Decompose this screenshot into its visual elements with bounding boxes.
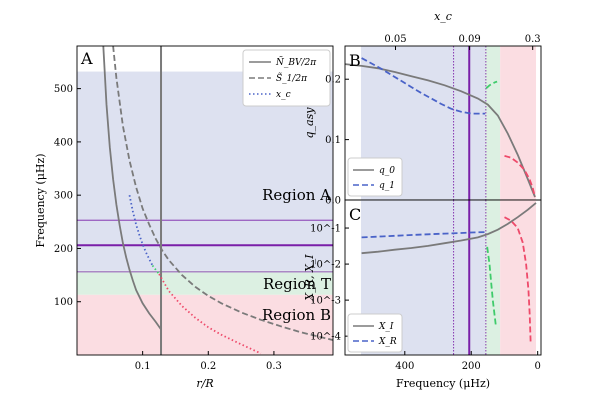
top-xlabel-b: x_c — [434, 10, 452, 23]
panel-a: Region A Region T Region B 0.1 0.2 0.3 100 200 3… — [34, 45, 334, 390]
region-band-b-1 — [485, 46, 501, 200]
legend-label-b-0: q_0 — [379, 166, 395, 176]
xtick-label-a-1: 0.2 — [200, 361, 216, 372]
legend-label-a-2: x_c — [276, 90, 291, 100]
ylabel-c: X_R, X_I — [303, 254, 316, 302]
ylabel-a: Frequency (μHz) — [34, 153, 47, 247]
legend-box-a — [242, 49, 331, 107]
legend-c: X_I X_R — [347, 313, 403, 353]
ylabel-b: q_asy — [303, 107, 316, 139]
panel-label-c: C — [349, 205, 361, 224]
region-label-t: Region T — [263, 275, 331, 293]
series-a-0 — [102, 46, 162, 330]
region-band-c-1 — [485, 200, 501, 355]
toptick-label-b-1: 0.09 — [458, 34, 480, 45]
region-band-b-2 — [500, 46, 537, 200]
legend-label-c-1: X_R — [378, 337, 397, 347]
series-b-1 — [361, 57, 486, 115]
series-a-1 — [112, 46, 333, 341]
legend-label-b-1: q_1 — [379, 181, 395, 191]
series-c-0 — [361, 202, 537, 255]
panel-label-a: A — [80, 49, 93, 68]
legend-b: q_0 q_1 — [347, 157, 403, 197]
xlabel-c: Frequency (μHz) — [396, 377, 490, 390]
ytick-label-a-0: 100 — [54, 297, 73, 308]
xtick-label-c-1: 200 — [462, 361, 481, 372]
panel-c: 400 200 0 10^-1 10^-2 10^-3 10^-4 Frequency (μH… — [303, 199, 542, 390]
ytick-label-b-2: 0.2 — [325, 75, 341, 86]
series-b-0 — [345, 63, 536, 198]
xlabel-a: r/R — [196, 377, 213, 390]
series-a-4 — [158, 273, 262, 355]
region-band-region-t — [77, 270, 333, 295]
legend-box-b — [347, 157, 403, 197]
ytick-label-a-1: 200 — [54, 244, 73, 255]
ytick-label-c-0: 10^-1 — [310, 224, 341, 235]
frame-c — [344, 199, 542, 356]
ytick-label-a-3: 400 — [54, 137, 73, 148]
series-c-1 — [361, 231, 486, 239]
xtick-label-a-2: 0.3 — [266, 361, 282, 372]
ytick-label-c-2: 10^-3 — [310, 296, 341, 307]
region-label-a: Region A — [262, 186, 331, 204]
series-c-2 — [486, 246, 497, 326]
legend-box-c — [347, 313, 403, 353]
series-a-3 — [151, 264, 160, 275]
legend-label-a-1: S̃_1/2π — [276, 72, 308, 84]
series-b-2 — [485, 80, 498, 89]
toptick-label-b-2: 0.3 — [525, 34, 541, 45]
series-c-3 — [504, 216, 532, 345]
frame-a — [76, 45, 334, 356]
legend-a: Ñ_BV/2π S̃_1/2π x_c — [242, 49, 331, 107]
legend-label-a-0: Ñ_BV/2π — [275, 56, 317, 68]
region-label-b: Region B — [262, 306, 331, 324]
ytick-label-c-3: 10^-4 — [310, 332, 341, 343]
xtick-label-c-2: 0 — [534, 361, 540, 372]
xtick-label-a-0: 0.1 — [135, 361, 151, 372]
ytick-label-a-2: 300 — [54, 191, 73, 202]
ytick-label-c-1: 10^-2 — [310, 260, 341, 271]
xtick-label-c-0: 400 — [395, 361, 414, 372]
legend-label-c-0: X_I — [378, 322, 394, 332]
ytick-label-b-1: 0.1 — [325, 135, 341, 146]
panel-label-b: B — [349, 51, 361, 70]
toptick-label-b-0: 0.05 — [384, 34, 406, 45]
panel-b: 0.0 0.1 0.2 0.05 0.09 0.3 x_c q_asy Bq_0 q_1 — [303, 10, 542, 207]
ytick-label-b-0: 0.0 — [325, 196, 341, 207]
ytick-label-a-4: 500 — [54, 84, 73, 95]
